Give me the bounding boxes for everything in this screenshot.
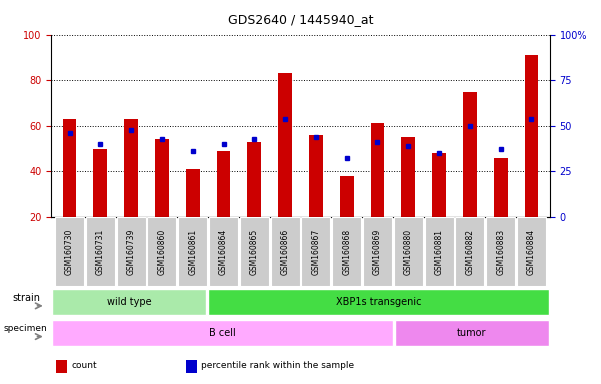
Text: specimen: specimen — [3, 324, 47, 333]
Bar — [52, 290, 206, 315]
Bar — [395, 320, 549, 346]
Text: GSM160865: GSM160865 — [250, 228, 259, 275]
Text: B cell: B cell — [209, 328, 236, 338]
Bar — [332, 217, 361, 286]
Bar — [340, 176, 353, 217]
Bar — [155, 139, 169, 217]
Bar — [178, 217, 207, 286]
Text: strain: strain — [13, 293, 40, 303]
Bar — [124, 119, 138, 217]
Text: GSM160867: GSM160867 — [311, 228, 320, 275]
Bar — [456, 217, 484, 286]
Bar — [56, 360, 67, 373]
Bar — [401, 137, 415, 217]
Text: percentile rank within the sample: percentile rank within the sample — [201, 361, 354, 370]
Bar — [424, 217, 454, 286]
Bar — [55, 217, 84, 286]
Text: GSM160731: GSM160731 — [96, 228, 105, 275]
Text: GSM160884: GSM160884 — [527, 228, 536, 275]
Bar — [93, 149, 108, 217]
Bar — [209, 217, 238, 286]
Bar — [463, 91, 477, 217]
Bar — [493, 158, 508, 217]
Bar — [147, 217, 177, 286]
Bar — [371, 124, 385, 217]
Text: GSM160730: GSM160730 — [65, 228, 74, 275]
Bar — [117, 217, 145, 286]
Bar — [432, 153, 446, 217]
Text: GSM160869: GSM160869 — [373, 228, 382, 275]
Bar — [394, 217, 423, 286]
Bar — [186, 360, 197, 373]
Bar — [363, 217, 392, 286]
Text: GSM160860: GSM160860 — [157, 228, 166, 275]
Bar — [270, 217, 299, 286]
Text: GSM160864: GSM160864 — [219, 228, 228, 275]
Text: GSM160861: GSM160861 — [188, 228, 197, 275]
Bar — [517, 217, 546, 286]
Bar — [207, 290, 549, 315]
Bar — [248, 142, 261, 217]
Bar — [216, 151, 230, 217]
Bar — [240, 217, 269, 286]
Bar — [63, 119, 76, 217]
Bar — [86, 217, 115, 286]
Bar — [186, 169, 200, 217]
Text: GSM160868: GSM160868 — [342, 228, 351, 275]
Text: XBP1s transgenic: XBP1s transgenic — [336, 297, 421, 308]
Bar — [486, 217, 515, 286]
Text: count: count — [71, 361, 97, 370]
Text: wild type: wild type — [107, 297, 151, 308]
Text: GSM160883: GSM160883 — [496, 228, 505, 275]
Bar — [309, 135, 323, 217]
Text: GSM160881: GSM160881 — [435, 228, 444, 275]
Text: GSM160739: GSM160739 — [127, 228, 136, 275]
Bar — [52, 320, 394, 346]
Text: GSM160880: GSM160880 — [404, 228, 413, 275]
Bar — [278, 73, 292, 217]
Text: GSM160882: GSM160882 — [465, 228, 474, 275]
Text: GSM160866: GSM160866 — [281, 228, 290, 275]
Text: GDS2640 / 1445940_at: GDS2640 / 1445940_at — [228, 13, 373, 26]
Text: tumor: tumor — [457, 328, 487, 338]
Bar — [302, 217, 331, 286]
Bar — [525, 55, 538, 217]
